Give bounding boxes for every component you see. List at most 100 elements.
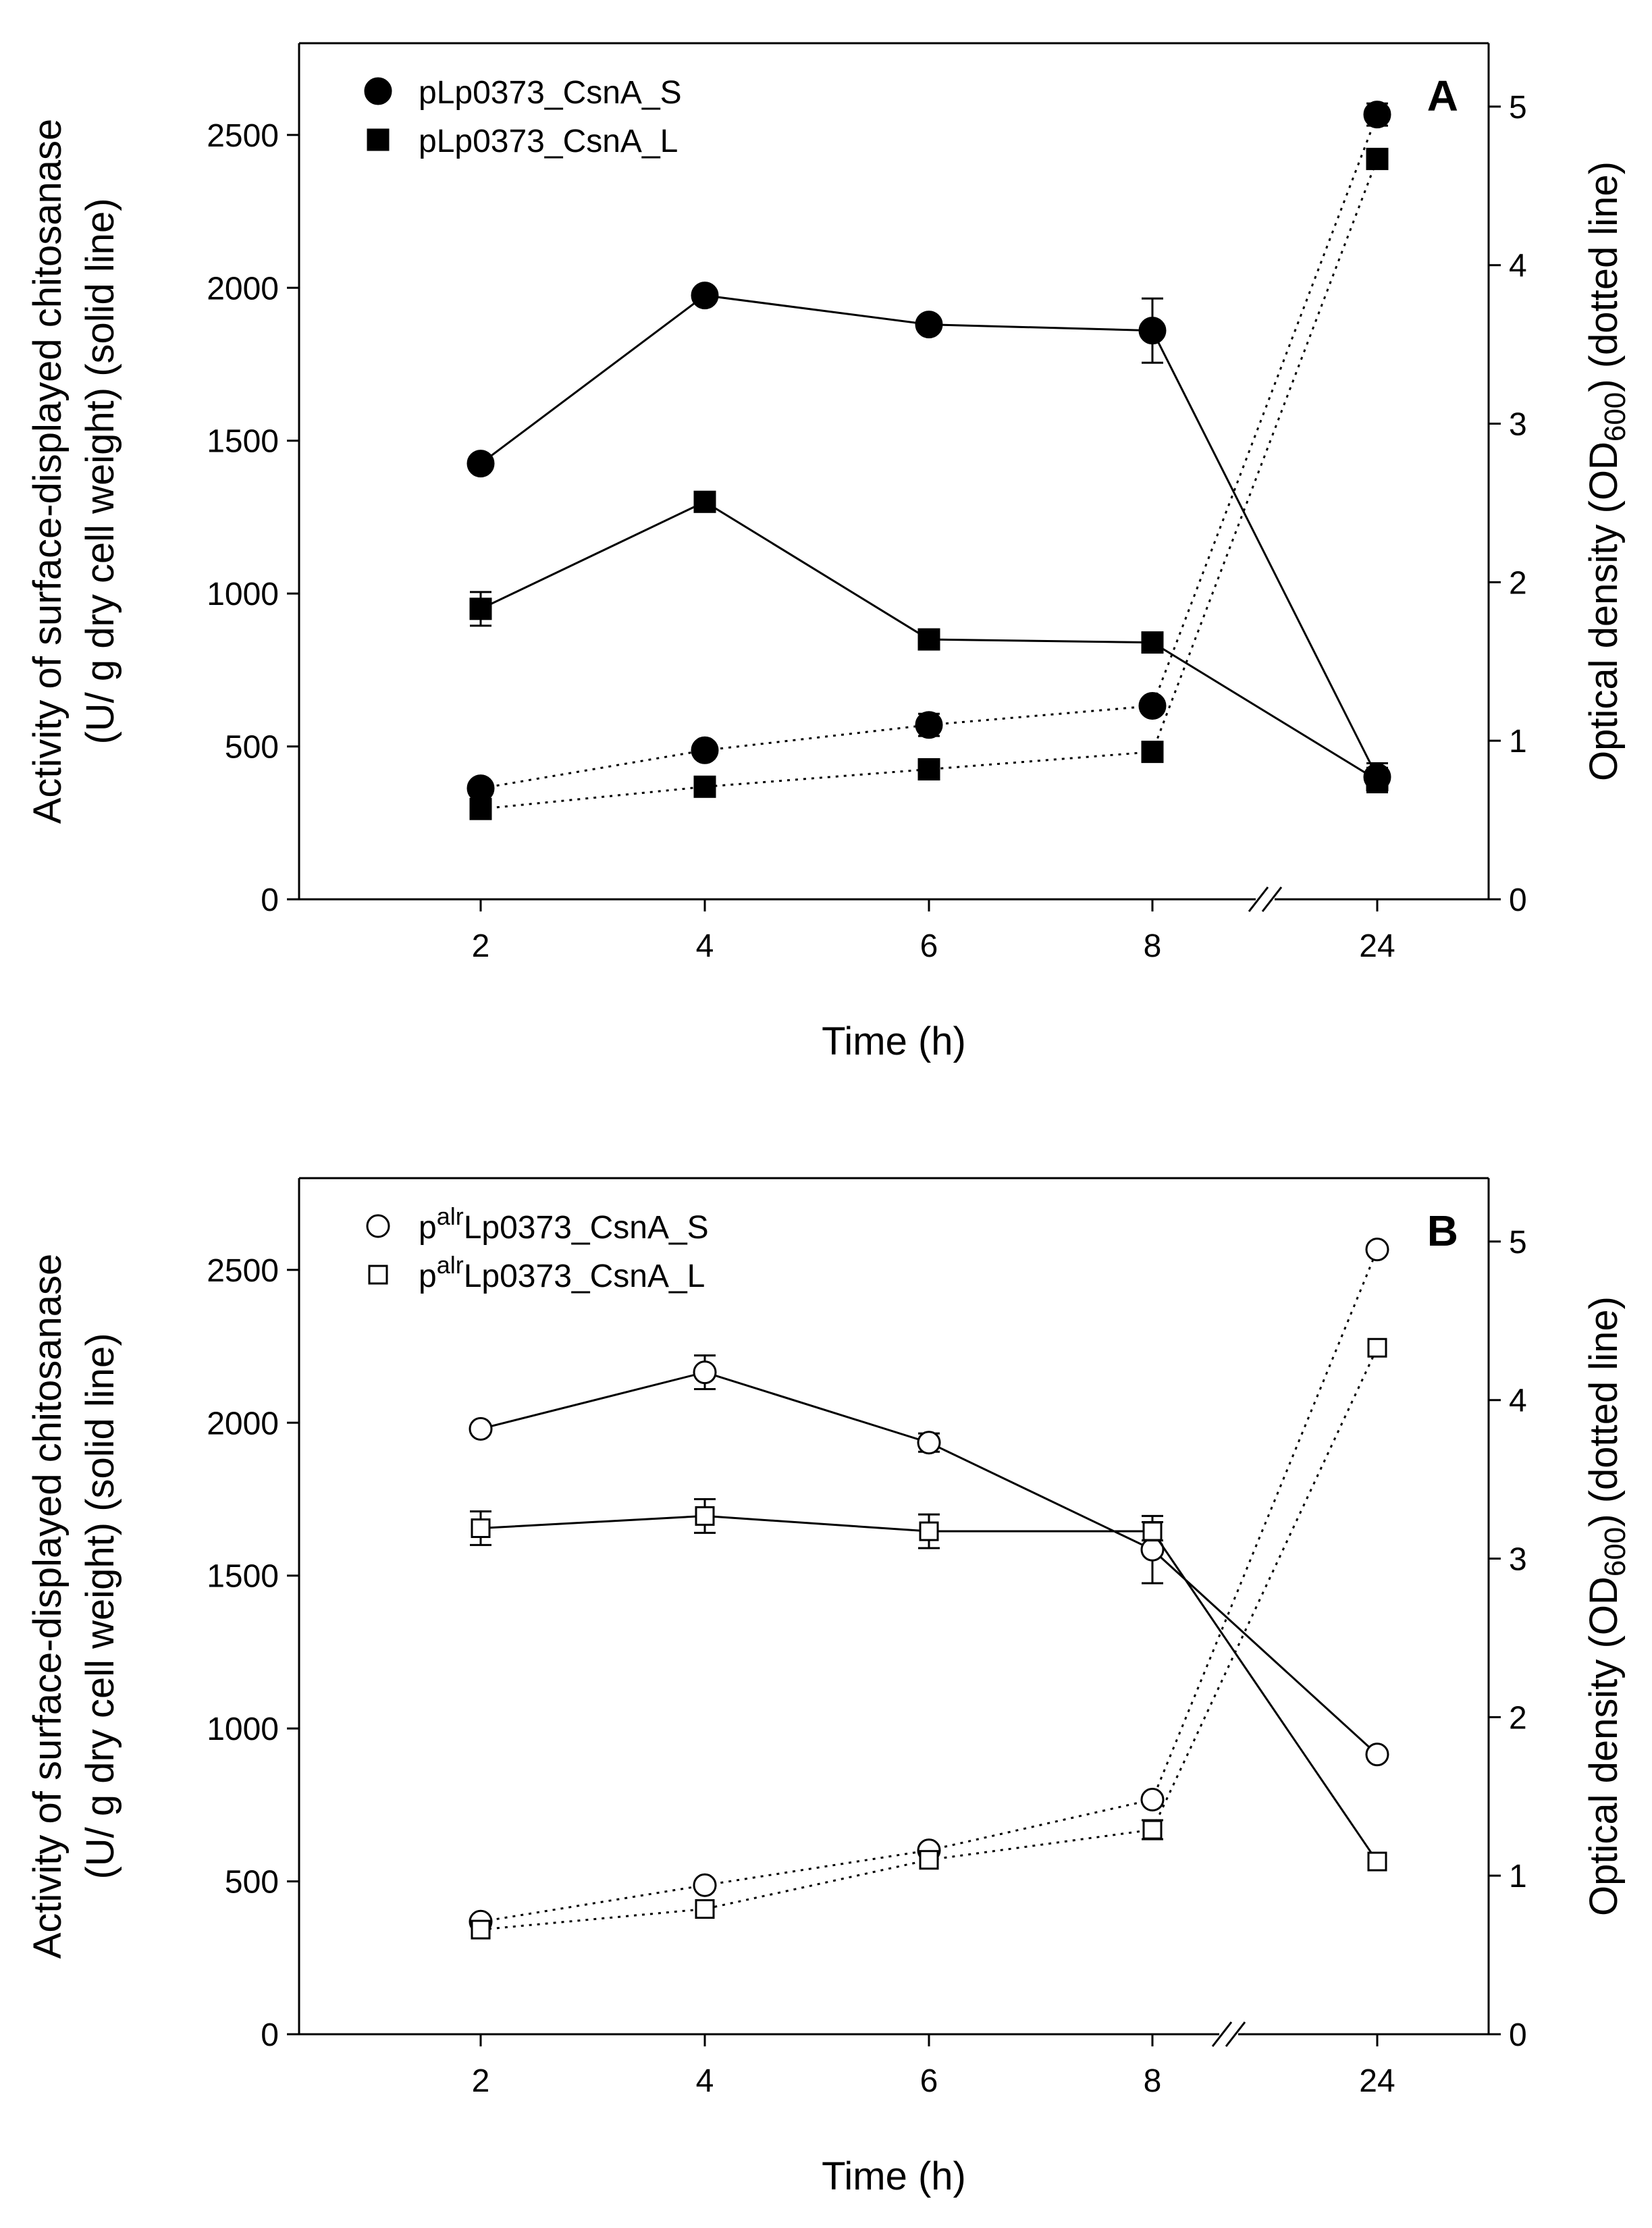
x-tick-label: 6: [920, 2063, 938, 2099]
y-left-tick-label: 0: [261, 2017, 279, 2053]
data-point: [695, 1506, 715, 1526]
x-tick-label: 24: [1359, 2063, 1395, 2099]
x-tick-label: 2: [472, 2063, 490, 2099]
data-point: [917, 758, 940, 780]
data-point: [919, 1521, 939, 1541]
panel-label: A: [1427, 72, 1458, 120]
data-point: [467, 450, 495, 478]
y-right-tick-label: 1: [1509, 1859, 1527, 1894]
y-left-tick-label: 2000: [207, 1406, 279, 1441]
x-tick-label: 8: [1144, 928, 1162, 964]
legend-marker: [364, 77, 392, 105]
x-tick-label: 8: [1144, 2063, 1162, 2099]
x-axis-label: Time (h): [822, 2154, 966, 2198]
series-od-3: [471, 1337, 1387, 1940]
data-point: [1141, 631, 1164, 654]
y-right-axis-label: Optical density (OD600) (dotted line): [1582, 1296, 1632, 1916]
legend-label: palrLp0373_CsnA_S: [419, 1202, 709, 1246]
data-point: [693, 1873, 717, 1897]
data-point: [1138, 317, 1167, 345]
data-point: [1141, 741, 1164, 764]
legend-label: palrLp0373_CsnA_L: [419, 1251, 705, 1294]
y-right-tick-label: 2: [1509, 1700, 1527, 1736]
data-point: [1365, 1238, 1389, 1262]
y-right-tick-label: 0: [1509, 2017, 1527, 2053]
y-left-axis-label-line2: (U/ g dry cell weight) (solid line): [78, 1333, 122, 1879]
legend-marker: [367, 128, 390, 151]
data-point: [1138, 692, 1167, 720]
data-point: [1366, 768, 1389, 791]
legend: palrLp0373_CsnA_S palrLp0373_CsnA_L: [366, 1202, 709, 1294]
data-point: [691, 736, 719, 764]
y-left-tick-label: 500: [225, 1865, 279, 1901]
x-tick-label: 6: [920, 928, 938, 964]
axis-break-mark: [1248, 886, 1283, 912]
y-left-tick-label: 0: [261, 882, 279, 918]
data-point: [691, 282, 719, 310]
data-point: [469, 1416, 493, 1441]
x-tick-label: 4: [696, 928, 714, 964]
y-left-tick-label: 2500: [207, 1253, 279, 1289]
y-left-axis-label-line1: Activity of surface-displayed chitosanas…: [26, 119, 70, 824]
data-point: [469, 598, 492, 620]
data-point: [1363, 101, 1391, 129]
axis-break-stroke: [1225, 2021, 1246, 2047]
data-point: [471, 1518, 491, 1539]
y-left-axis-label-line1: Activity of surface-displayed chitosanas…: [26, 1254, 70, 1959]
data-point: [1142, 1521, 1163, 1541]
legend: pLp0373_CsnA_S pLp0373_CsnA_L: [364, 75, 682, 159]
y-right-tick-label: 5: [1509, 1225, 1527, 1261]
data-point: [693, 490, 716, 513]
y-right-tick-label: 1: [1509, 724, 1527, 760]
legend-label: pLp0373_CsnA_S: [419, 75, 682, 111]
x-axis-label: Time (h): [822, 1019, 966, 1063]
panel-label: B: [1427, 1206, 1458, 1255]
y-right-tick-label: 4: [1509, 1383, 1527, 1419]
y-right-tick-label: 3: [1509, 407, 1527, 443]
series-activity-1: [469, 490, 1389, 793]
y-left-tick-label: 2500: [207, 118, 279, 154]
data-point: [917, 628, 940, 651]
y-right-tick-label: 2: [1509, 565, 1527, 601]
axis-break-mark: [1211, 2021, 1246, 2047]
series-od-2: [467, 101, 1391, 803]
data-point: [1365, 1743, 1389, 1767]
y-left-axis-label-line2: (U/ g dry cell weight) (solid line): [78, 198, 122, 744]
data-point: [693, 1360, 717, 1385]
y-right-tick-label: 5: [1509, 90, 1527, 126]
data-point: [695, 1899, 715, 1919]
axis-break-stroke: [1211, 2021, 1233, 2047]
data-point: [1367, 1337, 1387, 1358]
data-point: [1366, 147, 1389, 170]
data-point: [471, 1919, 491, 1940]
x-tick-label: 4: [696, 2063, 714, 2099]
data-point: [1367, 1851, 1387, 1872]
y-right-tick-label: 3: [1509, 1542, 1527, 1578]
data-point: [917, 1431, 941, 1455]
series-od-3: [469, 147, 1389, 820]
y-right-tick-label: 4: [1509, 248, 1527, 284]
y-left-tick-label: 1000: [207, 1712, 279, 1747]
data-point: [469, 797, 492, 820]
data-point: [693, 775, 716, 798]
y-right-tick-label: 0: [1509, 882, 1527, 918]
axis-break-stroke: [1248, 886, 1269, 912]
y-left-tick-label: 1500: [207, 1559, 279, 1595]
data-point: [915, 311, 943, 339]
data-point: [467, 774, 495, 803]
y-left-tick-label: 1500: [207, 424, 279, 460]
data-point: [915, 711, 943, 739]
series-activity-1: [470, 1498, 1387, 1872]
x-tick-label: 24: [1359, 928, 1395, 964]
y-left-tick-label: 2000: [207, 271, 279, 307]
data-point: [919, 1850, 939, 1870]
data-point: [1140, 1787, 1165, 1811]
y-right-axis-label: Optical density (OD600) (dotted line): [1582, 161, 1632, 781]
axis-break-stroke: [1261, 886, 1283, 912]
y-left-tick-label: 500: [225, 730, 279, 766]
legend-label: pLp0373_CsnA_L: [419, 124, 678, 159]
od-dotted-line: [480, 158, 1379, 810]
